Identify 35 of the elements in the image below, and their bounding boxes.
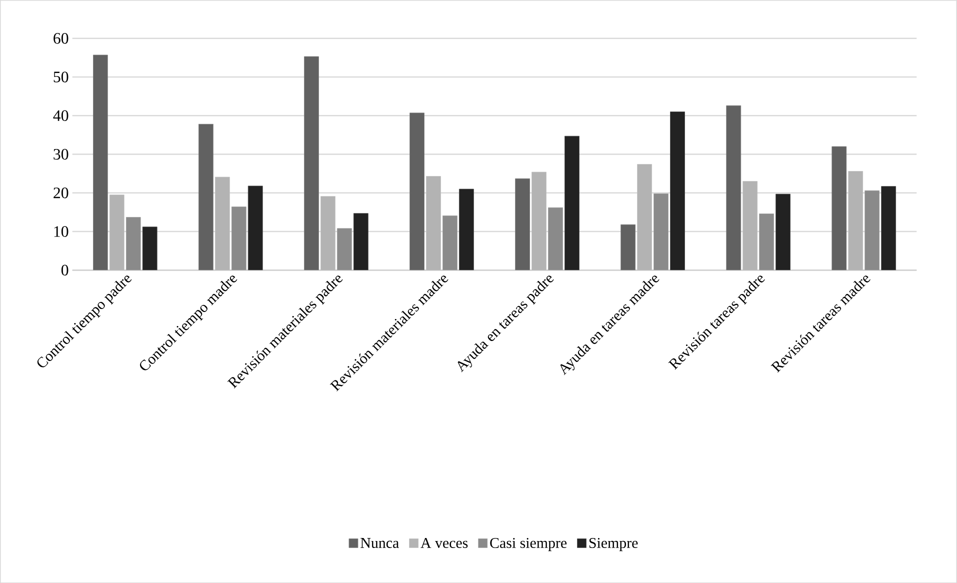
bar [670, 111, 685, 270]
bar [198, 124, 214, 270]
bar [126, 216, 141, 270]
y-tick-label: 60 [54, 32, 68, 44]
bar [726, 105, 742, 270]
y-tick-label: 40 [53, 110, 68, 121]
y-tick-label: 20 [54, 187, 68, 198]
bar [548, 207, 563, 270]
bar [654, 193, 668, 270]
bar [248, 186, 263, 270]
bar [92, 54, 108, 270]
y-tick-label: 0 [61, 264, 68, 276]
bar [353, 213, 368, 270]
bar [759, 213, 774, 270]
legend-label: Casi siempre [490, 538, 567, 551]
y-tick-label: 50 [54, 71, 68, 82]
bar [515, 178, 530, 270]
bar [864, 190, 880, 270]
bar [458, 188, 474, 270]
bar [304, 56, 319, 270]
bar [442, 215, 458, 270]
legend-label: Nunca [360, 538, 399, 548]
bar [564, 136, 580, 270]
bar [142, 226, 158, 270]
bar [336, 228, 352, 270]
y-tick-label: 30 [54, 148, 68, 160]
bar [620, 224, 636, 270]
legend-label: Siempre [589, 538, 638, 551]
bar [231, 206, 246, 270]
bar [410, 112, 424, 270]
bar [776, 194, 790, 270]
y-tick-label: 10 [54, 226, 68, 237]
bar [881, 186, 896, 270]
legend-label: A veces [420, 538, 468, 548]
bar [832, 146, 847, 270]
